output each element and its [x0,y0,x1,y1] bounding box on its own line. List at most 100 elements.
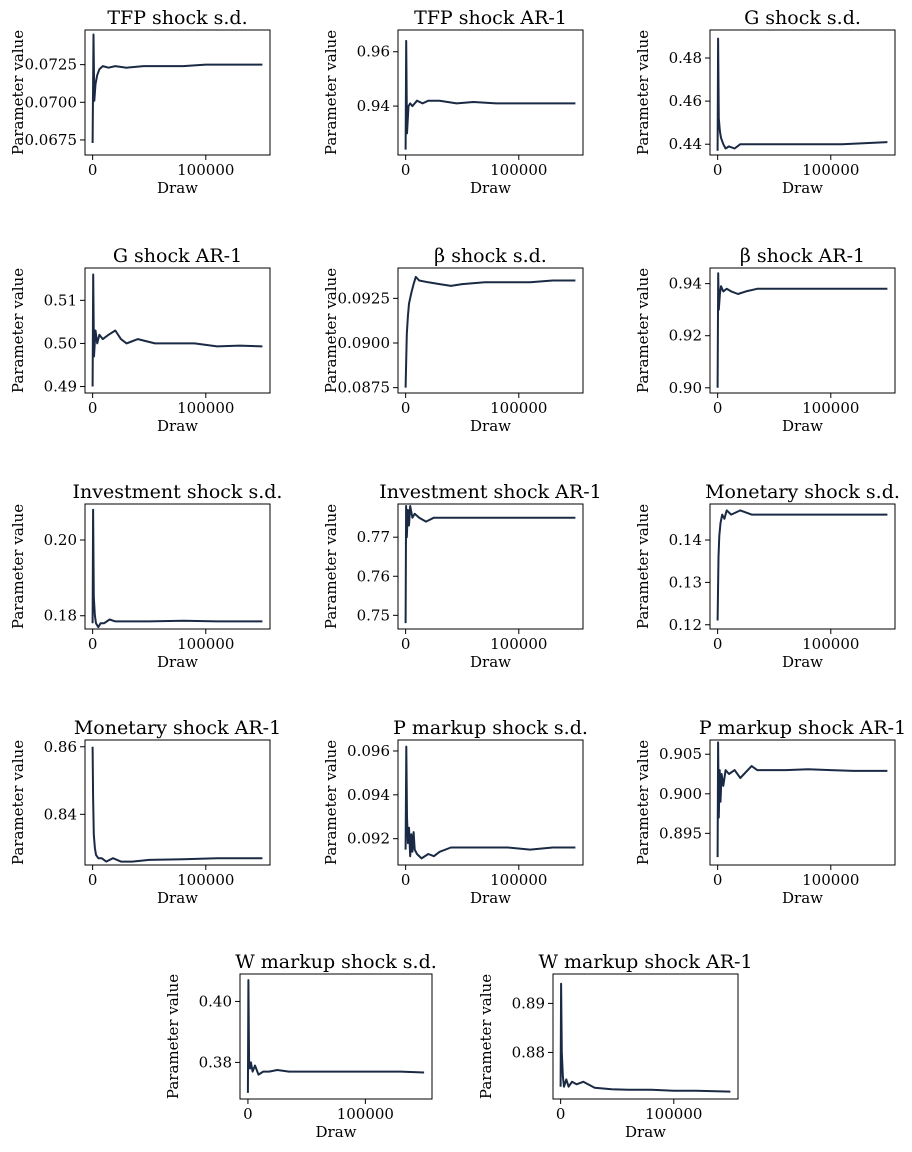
y-tick-label: 0.18 [44,607,77,625]
y-tick-label: 0.84 [44,805,77,823]
x-tick-label: 0 [88,399,98,417]
x-tick-label: 0 [556,1105,566,1123]
x-tick-label: 0 [401,635,411,653]
x-tick-label: 100000 [490,635,547,653]
plot-frame [84,503,271,630]
plot-frame [709,267,896,394]
chart-title: Investment shock s.d. [73,481,283,503]
y-tick-label: 0.0925 [338,289,391,307]
trace-line [404,745,576,860]
y-tick-label: 0.88 [512,1043,545,1061]
plot-frame [84,29,271,156]
y-tick-label: 0.49 [44,378,77,396]
trace-line [404,505,576,624]
chart-title: TFP shock s.d. [107,7,247,29]
y-tick-label: 0.0900 [338,334,391,352]
x-tick-label: 100000 [337,1105,394,1123]
x-axis-label: Draw [470,179,511,197]
trace-line [91,33,263,144]
plot-frame [709,739,896,866]
chart-title: G shock s.d. [744,7,861,29]
x-tick-label: 100000 [645,1105,702,1123]
trace-line [716,741,888,858]
chart-panel: 0 100000 0.75 0.76 0.77 Investment shock AR-1… [322,481,602,671]
x-tick-label: 0 [401,399,411,417]
chart-panel: 0 100000 0.18 0.20 Investment shock s.d. Draw… [9,481,282,671]
y-axis-label: Parameter value [9,504,27,629]
x-tick-label: 100000 [177,871,234,889]
trace-line [246,979,425,1093]
y-tick-label: 0.86 [44,738,77,756]
x-axis-label: Draw [782,417,823,435]
y-axis-label: Parameter value [477,974,495,1099]
plot-frame [397,267,584,394]
plot-frame [397,503,584,630]
x-axis-label: Draw [157,179,198,197]
trace-line [91,746,263,863]
chart-panel: 0 100000 0.88 0.89 W markup shock AR-1 Draw Pa… [477,951,753,1141]
y-tick-label: 0.46 [669,92,702,110]
x-tick-label: 0 [88,635,98,653]
y-tick-label: 0.092 [347,830,390,848]
y-tick-label: 0.0725 [25,56,78,74]
y-tick-label: 0.75 [357,606,390,624]
x-axis-label: Draw [782,179,823,197]
chart-panel: 0 100000 0.38 0.40 W markup shock s.d. Draw Pa… [164,951,437,1141]
chart-title: P markup shock s.d. [393,717,588,739]
chart-panel: 0 100000 0.44 0.46 0.48 G shock s.d. Draw Param… [634,7,896,197]
chart-panel: 0 100000 0.90 0.92 0.94 β shock AR-1 Draw Param… [634,245,896,435]
plot-frame [709,29,896,156]
y-tick-label: 0.90 [669,379,702,397]
plot-frame [709,503,896,630]
y-axis-label: Parameter value [634,740,652,865]
chart-title: TFP shock AR-1 [414,7,567,29]
x-tick-label: 0 [713,161,723,179]
chart-panel: 0 100000 0.12 0.13 0.14 Monetary shock s.d. Dr… [634,481,900,671]
plot-frame [397,739,584,866]
y-tick-label: 0.12 [669,616,702,634]
chart-panel: 0 100000 0.0675 0.0700 0.0725 TFP shock s.d. D… [9,7,271,197]
x-tick-label: 100000 [177,399,234,417]
chart-title: G shock AR-1 [113,245,242,267]
trace-line [91,273,263,387]
chart-title: W markup shock AR-1 [538,951,752,973]
plot-frame [397,29,584,156]
y-tick-label: 0.900 [659,785,702,803]
x-tick-label: 100000 [177,635,234,653]
x-axis-label: Draw [782,653,823,671]
x-tick-label: 0 [243,1105,253,1123]
chart-title: Monetary shock AR-1 [74,717,281,739]
x-axis-label: Draw [470,417,511,435]
chart-title: Monetary shock s.d. [705,481,900,503]
x-axis-label: Draw [625,1123,666,1141]
plot-frame [239,973,433,1100]
y-tick-label: 0.48 [669,49,702,67]
y-tick-label: 0.96 [357,43,390,61]
y-axis-label: Parameter value [322,268,340,393]
y-tick-label: 0.14 [669,531,702,549]
y-axis-label: Parameter value [164,974,182,1099]
y-tick-label: 0.0700 [25,93,78,111]
y-tick-label: 0.20 [44,531,77,549]
chart-panel: 0 100000 0.895 0.900 0.905 P markup shock AR-… [634,717,906,907]
chart-title: β shock s.d. [434,245,547,267]
y-tick-label: 0.44 [669,135,702,153]
x-tick-label: 0 [713,635,723,653]
trace-line [404,275,576,388]
plot-frame [84,739,271,866]
y-tick-label: 0.13 [669,573,702,591]
chart-title: β shock AR-1 [740,245,865,267]
y-axis-label: Parameter value [322,740,340,865]
x-tick-label: 0 [401,871,411,889]
y-tick-label: 0.0875 [338,379,391,397]
y-tick-label: 0.92 [669,327,702,345]
x-axis-label: Draw [316,1123,357,1141]
trace-line [716,509,888,621]
y-axis-label: Parameter value [9,268,27,393]
trace-line [91,508,263,629]
plot-frame [84,267,271,394]
y-tick-label: 0.50 [44,334,77,352]
y-tick-label: 0.40 [199,992,232,1010]
